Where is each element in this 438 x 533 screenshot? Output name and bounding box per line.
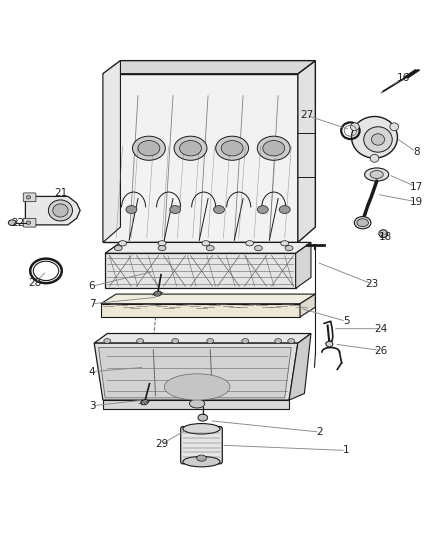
Ellipse shape	[207, 338, 214, 343]
Text: 4: 4	[88, 367, 95, 377]
Text: 21: 21	[55, 188, 68, 198]
Ellipse shape	[180, 141, 201, 156]
Ellipse shape	[197, 455, 206, 461]
Text: 17: 17	[410, 182, 423, 192]
Text: 24: 24	[374, 324, 388, 334]
Ellipse shape	[158, 246, 166, 251]
Ellipse shape	[370, 171, 383, 179]
Ellipse shape	[26, 196, 31, 199]
Ellipse shape	[350, 123, 359, 131]
Ellipse shape	[281, 241, 289, 246]
Text: 23: 23	[366, 279, 379, 289]
Ellipse shape	[154, 291, 162, 296]
Ellipse shape	[170, 206, 180, 214]
Ellipse shape	[164, 374, 230, 400]
Text: 8: 8	[413, 147, 420, 157]
Text: 27: 27	[300, 110, 313, 120]
Ellipse shape	[285, 246, 293, 251]
FancyBboxPatch shape	[23, 193, 36, 201]
Ellipse shape	[257, 206, 268, 214]
Polygon shape	[298, 61, 315, 243]
Ellipse shape	[279, 206, 290, 214]
Ellipse shape	[183, 456, 220, 467]
Text: 16: 16	[396, 73, 410, 83]
Text: 28: 28	[28, 278, 42, 288]
Ellipse shape	[126, 206, 137, 214]
Ellipse shape	[354, 216, 371, 229]
Ellipse shape	[174, 136, 207, 160]
Polygon shape	[103, 61, 315, 74]
Text: 26: 26	[374, 345, 388, 356]
Polygon shape	[103, 61, 120, 243]
Text: 7: 7	[88, 298, 95, 309]
Ellipse shape	[351, 117, 398, 158]
Text: 6: 6	[88, 281, 95, 291]
Ellipse shape	[202, 241, 210, 246]
Ellipse shape	[390, 123, 399, 131]
Ellipse shape	[132, 136, 166, 160]
Ellipse shape	[370, 155, 379, 162]
Text: 5: 5	[343, 316, 350, 326]
Polygon shape	[94, 334, 311, 343]
Ellipse shape	[172, 338, 179, 343]
Ellipse shape	[263, 141, 285, 156]
FancyBboxPatch shape	[180, 426, 223, 464]
Ellipse shape	[119, 241, 127, 246]
Text: 2: 2	[316, 427, 323, 437]
Ellipse shape	[275, 338, 282, 343]
Polygon shape	[105, 243, 311, 253]
Polygon shape	[94, 343, 298, 400]
Ellipse shape	[221, 141, 243, 156]
Ellipse shape	[257, 136, 290, 160]
Ellipse shape	[357, 219, 368, 227]
Ellipse shape	[114, 246, 122, 251]
Polygon shape	[101, 304, 300, 317]
Ellipse shape	[198, 414, 208, 421]
Ellipse shape	[371, 134, 385, 145]
Text: 19: 19	[410, 197, 423, 207]
Ellipse shape	[206, 246, 214, 251]
Ellipse shape	[104, 338, 111, 343]
Ellipse shape	[364, 168, 389, 181]
Polygon shape	[103, 400, 289, 409]
Ellipse shape	[137, 338, 144, 343]
Ellipse shape	[158, 241, 166, 246]
Text: 18: 18	[379, 232, 392, 242]
Ellipse shape	[138, 141, 160, 156]
Ellipse shape	[214, 206, 224, 214]
Ellipse shape	[141, 400, 148, 405]
Polygon shape	[101, 294, 315, 304]
Text: 29: 29	[155, 439, 169, 449]
Ellipse shape	[246, 241, 254, 246]
Ellipse shape	[189, 399, 205, 408]
Polygon shape	[296, 243, 311, 288]
Ellipse shape	[26, 221, 31, 224]
Ellipse shape	[215, 136, 249, 160]
Polygon shape	[99, 348, 291, 398]
Text: 1: 1	[343, 446, 350, 456]
Polygon shape	[103, 74, 298, 243]
Polygon shape	[300, 294, 315, 317]
Ellipse shape	[183, 424, 220, 434]
Ellipse shape	[379, 230, 388, 238]
Ellipse shape	[254, 246, 262, 251]
Polygon shape	[25, 197, 80, 225]
Ellipse shape	[8, 220, 16, 225]
Ellipse shape	[53, 204, 68, 217]
Polygon shape	[289, 334, 311, 400]
Text: 3: 3	[88, 401, 95, 411]
Ellipse shape	[48, 200, 73, 221]
Text: 22: 22	[11, 217, 24, 228]
FancyBboxPatch shape	[23, 219, 36, 227]
Ellipse shape	[288, 338, 295, 343]
Ellipse shape	[364, 127, 392, 152]
Ellipse shape	[242, 338, 249, 343]
Polygon shape	[105, 253, 296, 288]
Ellipse shape	[326, 341, 333, 347]
